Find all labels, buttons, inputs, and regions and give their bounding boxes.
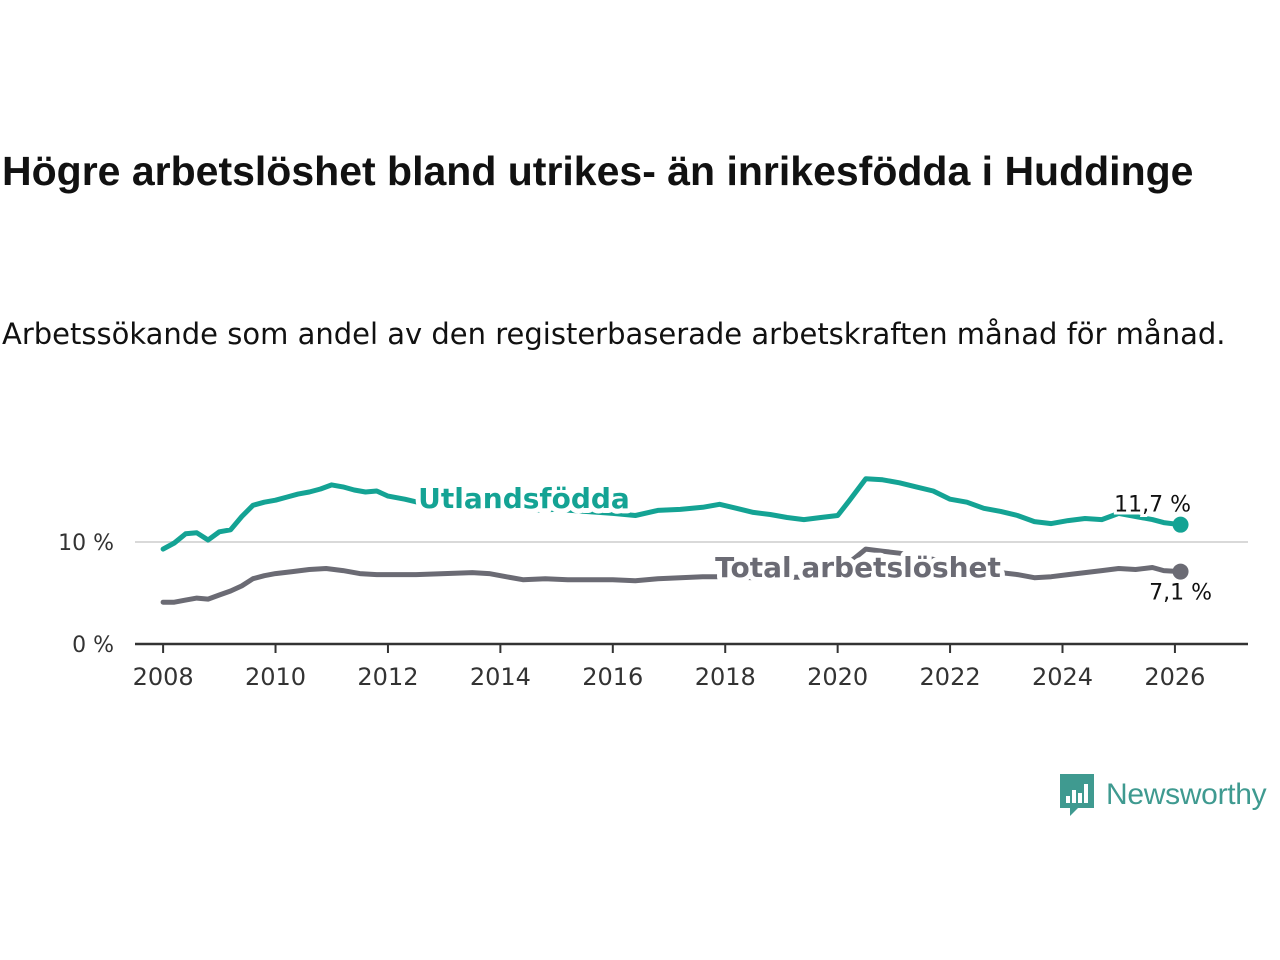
x-axis-ticks: 2008 2010 2012 2014 2016 2018 2020 2022 2024 2026 bbox=[133, 644, 1205, 691]
x-tick-label: 2018 bbox=[695, 663, 756, 691]
series-label: Total arbetslöshet bbox=[715, 551, 1001, 584]
x-tick-label: 2012 bbox=[357, 663, 418, 691]
chart-title: Högre arbetslöshet bland utrikes- än inr… bbox=[2, 148, 1194, 194]
x-tick-label: 2014 bbox=[470, 663, 531, 691]
y-axis-ticks: 0 % 10 % bbox=[58, 531, 114, 658]
x-tick-label: 2020 bbox=[807, 663, 868, 691]
x-tick-label: 2026 bbox=[1144, 663, 1205, 691]
series-line-total bbox=[160, 546, 1183, 605]
series-line-utlandsfodda bbox=[160, 476, 1183, 552]
series-end-point bbox=[1172, 563, 1189, 580]
newsworthy-chart-icon bbox=[1060, 774, 1094, 816]
series-label: Utlandsfödda bbox=[418, 482, 630, 515]
series-end-point bbox=[1172, 516, 1189, 533]
newsworthy-logo: Newsworthy bbox=[1058, 772, 1267, 818]
y-tick-label: 0 % bbox=[72, 633, 114, 658]
x-tick-label: 2024 bbox=[1032, 663, 1093, 691]
logo-text: Newsworthy bbox=[1106, 778, 1267, 811]
x-tick-label: 2022 bbox=[920, 663, 981, 691]
series-end-value-label: 7,1 % bbox=[1149, 581, 1212, 606]
series-labels: Utlandsfödda 11,7 % Total arbetslöshet 7,1 … bbox=[413, 477, 1215, 609]
x-tick-label: 2010 bbox=[245, 663, 306, 691]
line-chart: 0 % 10 % 2008 2010 2012 2014 2016 2018 2020 2022… bbox=[58, 476, 1248, 691]
series-lines bbox=[160, 476, 1189, 605]
series-end-value-label: 11,7 % bbox=[1114, 493, 1191, 518]
chart-subtitle: Arbetssökande som andel av den registerb… bbox=[2, 317, 1226, 351]
x-tick-label: 2016 bbox=[582, 663, 643, 691]
y-tick-label: 10 % bbox=[58, 531, 114, 556]
x-tick-label: 2008 bbox=[133, 663, 194, 691]
